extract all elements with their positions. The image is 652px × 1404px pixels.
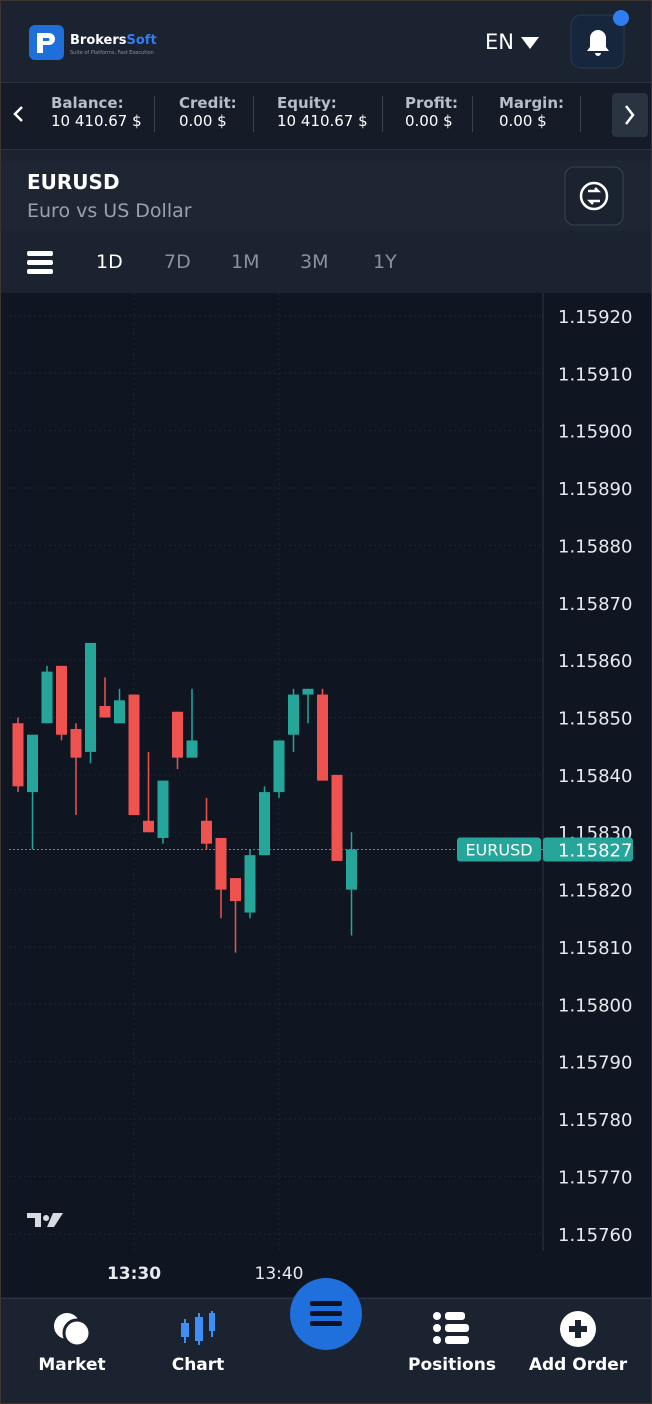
market-icon [54,1313,92,1348]
separator [382,96,383,132]
candle-body [56,665,67,735]
candle-body [128,694,140,816]
y-tick-label: 1.15760 [558,1225,632,1246]
x-tick-label: 13:40 [255,1264,304,1284]
notifications-button[interactable] [569,9,633,71]
price-label: 1.15827 [558,840,632,861]
add-order-icon [560,1311,596,1347]
candle-body [259,792,270,856]
account-label: Balance: [51,94,124,112]
nav-label[interactable]: Market [38,1355,106,1375]
y-tick-label: 1.15920 [558,307,632,328]
arrow-icon [625,105,635,125]
chart-icon [181,1311,215,1345]
brand: Brokers [70,33,127,48]
candle-body [244,855,256,913]
scroll-left[interactable] [11,105,27,123]
y-tick-label: 1.15780 [558,1110,632,1131]
timeframe-button[interactable]: 1D [96,251,123,273]
y-tick-label: 1.15880 [558,536,632,557]
account-label: Margin: [499,94,565,112]
scroll-right[interactable] [612,93,648,137]
price-chart: 1.15920 1.15910 1.15900 1.15890 1.15880 1.158… [1,293,651,1297]
y-tick-label: 1.15790 [558,1053,632,1074]
candle-body [186,740,198,758]
separator [253,96,254,132]
symbol-description: Euro vs US Dollar [27,200,192,222]
y-tick-label: 1.15900 [558,422,632,443]
y-tick-label: 1.15870 [558,594,632,615]
main-menu-button[interactable] [288,1277,364,1353]
x-tick-label: 13:30 [107,1264,161,1284]
candle-body [346,849,357,890]
logo[interactable]: BrokersSoft Suite of Platforms, Fast Exe… [27,24,167,62]
candle-body [157,780,169,838]
candle-body [288,694,299,735]
tradingview-logo [27,1213,63,1227]
candle-body [172,711,183,758]
nav-label[interactable]: Add Order [528,1355,628,1375]
candle-body [215,837,227,890]
separator [580,96,581,132]
y-tick-label: 1.15800 [558,995,632,1016]
y-tick-label: 1.15810 [558,938,632,959]
y-tick-label: 1.15840 [558,766,632,787]
positions-icon [433,1312,469,1344]
candle-body [143,820,154,833]
candle-body [201,820,212,844]
account-value: 10 410.67 $ [277,112,368,130]
account-value: 0.00 $ [405,112,453,130]
candle-body [41,671,53,724]
symbol-label-box [457,837,541,862]
candle-body [302,688,314,695]
account-bar [1,82,651,150]
language-selector[interactable]: EN [485,30,539,54]
separator [154,96,155,132]
instrument-panel [1,161,651,231]
menu-icon[interactable] [27,250,55,276]
candle-body [331,774,343,861]
y-tick-label: 1.15770 [558,1167,632,1188]
symbol-label: EURUSD [465,840,532,859]
nav-label[interactable]: Positions [408,1355,496,1375]
y-tick-label: 1.15890 [558,479,632,500]
separator [472,96,473,132]
candle-body [99,706,111,718]
candle-body [230,878,241,902]
dropdown-icon [520,37,539,49]
candle-body [114,700,125,724]
account-value: 10 410.67 $ [51,112,142,130]
nav-label[interactable]: Chart [171,1355,225,1375]
language: EN [485,30,514,54]
timeframe-button[interactable]: 1Y [373,251,397,273]
tagline: Suite of Platforms, Fast Execution [70,50,154,56]
brand-accent: Soft [127,33,157,48]
candle-body [273,740,285,793]
svg-text:BrokersSoft: BrokersSoft [70,33,157,48]
candle-body [317,694,328,781]
account-value: 0.00 $ [499,112,547,130]
timeframe-button[interactable]: 1M [231,251,260,273]
price-label-box [543,837,633,862]
timeframe-button[interactable]: 3M [300,251,329,273]
y-tick-label: 1.15860 [558,651,632,672]
account-value: 0.00 $ [179,112,227,130]
account-label: Credit: [179,94,237,112]
account-label: Profit: [405,94,458,112]
y-tick-label: 1.15820 [558,881,632,902]
candle-body [85,642,96,752]
symbol: EURUSD [27,170,120,194]
account-label: Equity: [277,94,337,112]
y-tick-label: 1.15910 [558,364,632,385]
candle-body [12,723,24,787]
candle-body [27,734,38,793]
switch-symbol-button[interactable] [564,166,624,226]
timeframe-button[interactable]: 7D [164,251,191,273]
y-tick-label: 1.15850 [558,709,632,730]
candle-body [70,728,82,758]
